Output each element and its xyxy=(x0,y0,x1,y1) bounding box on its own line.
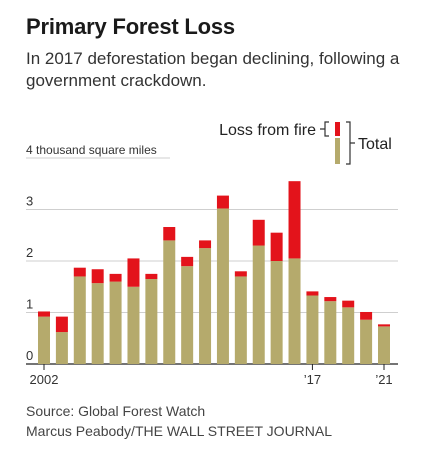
bar-fire xyxy=(127,258,140,287)
gridlines xyxy=(26,157,398,365)
y-tick-labels: 0 1 2 3 4 thousand square miles xyxy=(26,143,157,363)
bar-fire xyxy=(91,269,104,284)
bar-total xyxy=(109,281,122,364)
bar-total xyxy=(55,332,68,364)
bar-fire xyxy=(378,324,390,327)
bar-total xyxy=(378,326,390,364)
bar-total xyxy=(163,240,176,364)
legend-bracket-total xyxy=(346,121,355,165)
chart-title: Primary Forest Loss xyxy=(26,14,235,39)
footer: Source: Global Forest Watch Marcus Peabo… xyxy=(26,401,332,441)
bar-fire xyxy=(55,316,68,333)
legend-label-total: Total xyxy=(358,136,392,153)
bar-total xyxy=(360,319,373,364)
bar-fire xyxy=(360,311,373,320)
bar-total xyxy=(270,261,283,364)
x-tick-label: 2002 xyxy=(30,372,59,387)
legend: Loss from fire Total xyxy=(219,121,392,165)
bar-fire xyxy=(145,273,158,280)
y-tick-label: 1 xyxy=(26,297,33,312)
bar-total xyxy=(216,208,229,364)
legend-bracket-fire xyxy=(320,121,329,137)
bar-total xyxy=(306,295,319,364)
bar-total xyxy=(288,258,301,364)
legend-swatch-fire xyxy=(335,122,340,136)
bar-total xyxy=(324,301,337,364)
bar-fire xyxy=(234,271,247,277)
bar-total xyxy=(342,307,355,364)
bars xyxy=(38,181,390,364)
bar-fire xyxy=(288,181,301,259)
chart-subtitle: In 2017 deforestation began declining, f… xyxy=(26,49,400,90)
bar-total xyxy=(181,266,194,364)
bar-fire xyxy=(252,219,265,246)
bar-total xyxy=(38,316,50,364)
x-tick-label: ’17 xyxy=(304,372,321,387)
y-tick-label: 0 xyxy=(26,348,33,363)
bar-fire xyxy=(38,311,50,317)
bar-fire xyxy=(163,227,176,241)
y-tick-label: 4 thousand square miles xyxy=(26,143,157,157)
bar-total xyxy=(199,248,212,364)
bar-fire xyxy=(270,232,283,261)
y-tick-label: 2 xyxy=(26,245,33,260)
bar-fire xyxy=(109,273,122,282)
bar-fire xyxy=(181,256,194,267)
bar-fire xyxy=(342,300,355,308)
bar-fire xyxy=(73,267,86,277)
y-tick-label: 3 xyxy=(26,194,33,209)
legend-swatch-total xyxy=(335,138,340,164)
bar-fire xyxy=(199,240,212,249)
source-note: Source: Global Forest Watch xyxy=(26,403,206,419)
bar-total xyxy=(252,245,265,364)
bar-chart: 0 1 2 3 4 thousand square miles 2002 ’17 ’21 L… xyxy=(26,121,398,387)
credit-note: Marcus Peabody/THE WALL STREET JOURNAL xyxy=(26,423,333,439)
bar-fire xyxy=(306,291,319,296)
bar-total xyxy=(145,279,158,364)
bar-total xyxy=(127,286,140,364)
bar-total xyxy=(234,276,247,364)
bar-fire xyxy=(324,297,337,302)
x-tick-labels: 2002 ’17 ’21 xyxy=(30,364,393,387)
legend-label-fire: Loss from fire xyxy=(219,122,316,139)
x-tick-label: ’21 xyxy=(375,372,392,387)
bar-total xyxy=(91,283,104,364)
bar-total xyxy=(73,276,86,364)
bar-fire xyxy=(216,195,229,209)
